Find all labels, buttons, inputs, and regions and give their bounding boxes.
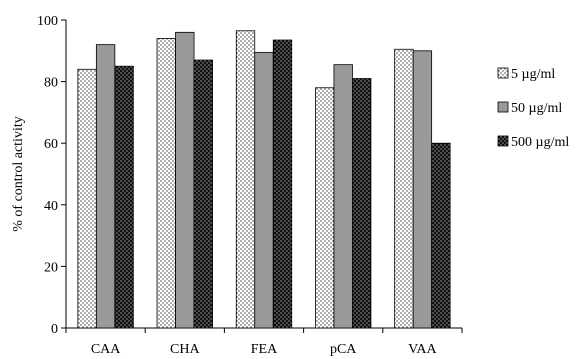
bar-CAA-series-3: [114, 65, 134, 329]
y-tick-label: 0: [51, 322, 58, 337]
bar-pCA-series-1: [315, 87, 335, 329]
x-tick-label: FEA: [251, 342, 278, 357]
x-tick-label: CAA: [91, 342, 121, 357]
bar-CAA-series-1: [77, 68, 97, 329]
x-tick-label: VAA: [408, 342, 437, 357]
bar-VAA-series-3: [431, 142, 451, 329]
x-tick-label: pCA: [330, 342, 357, 357]
bar-FEA-series-3: [272, 39, 293, 329]
legend: 5 µg/ml 50 µg/ml 500 µg/ml: [497, 67, 569, 150]
y-tick-label: 60: [44, 137, 58, 152]
bar-VAA-series-2: [412, 50, 433, 329]
y-tick-label: 40: [44, 199, 58, 214]
bar-CAA-series-2: [95, 44, 116, 329]
bar-pCA-series-2: [333, 64, 353, 329]
plot-area: 0 20 40 60 80 100 CAA CHA FEA pCA VAA: [37, 14, 463, 357]
bar-pCA-series-3: [352, 78, 372, 329]
bar-FEA-series-1: [235, 30, 256, 329]
legend-swatch-1: [497, 67, 509, 79]
legend-label-1: 5 µg/ml: [511, 67, 555, 82]
legend-label-2: 50 µg/ml: [511, 101, 562, 116]
y-tick-label: 80: [44, 76, 58, 91]
legend-swatch-3: [497, 135, 509, 147]
bar-FEA-series-2: [254, 51, 274, 329]
bar-CHA-series-1: [156, 38, 176, 329]
x-tick-label: CHA: [170, 342, 200, 357]
legend-swatch-2: [497, 101, 509, 113]
bar-CHA-series-3: [193, 59, 213, 329]
y-axis-title: % of control activity: [11, 116, 26, 231]
bar-VAA-series-1: [394, 48, 414, 329]
legend-label-3: 500 µg/ml: [511, 135, 569, 150]
y-tick-label: 100: [37, 14, 58, 29]
y-tick-label: 20: [44, 260, 58, 275]
bar-CHA-series-2: [175, 31, 195, 329]
